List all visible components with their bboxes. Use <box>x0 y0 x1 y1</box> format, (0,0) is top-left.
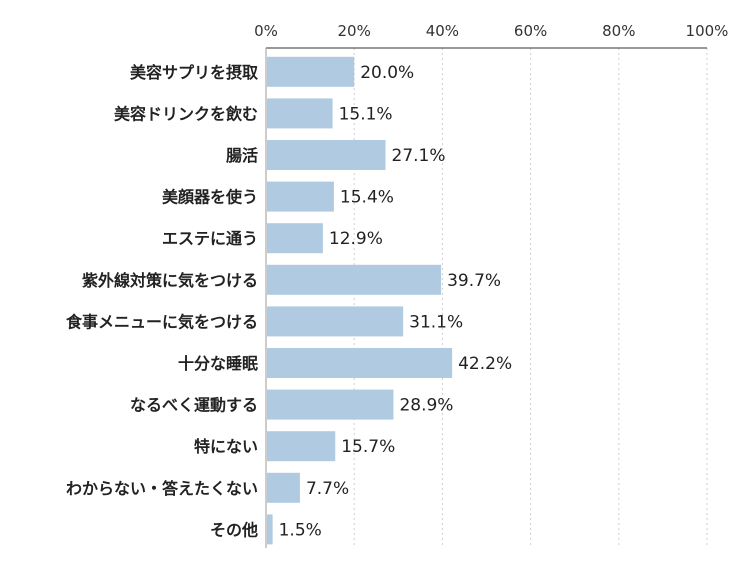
value-label: 31.1% <box>409 312 463 332</box>
bar <box>267 389 394 420</box>
value-label: 15.7% <box>341 437 395 457</box>
value-label: 39.7% <box>447 271 501 291</box>
x-tick-label: 40% <box>426 22 459 40</box>
value-label: 1.5% <box>279 520 322 540</box>
value-label: 12.9% <box>329 229 383 249</box>
value-label: 20.0% <box>360 63 414 83</box>
value-label: 27.1% <box>392 146 446 166</box>
value-label: 42.2% <box>458 354 512 374</box>
value-label: 7.7% <box>306 479 349 499</box>
bar <box>267 223 323 254</box>
category-label: 美顔器を使う <box>162 188 258 207</box>
axes <box>265 47 707 548</box>
category-label: エステに通う <box>162 229 258 248</box>
category-label: なるべく運動する <box>130 396 258 415</box>
x-tick-label: 60% <box>514 22 547 40</box>
x-tick-label: 20% <box>338 22 371 40</box>
x-tick-labels: 0% 20% 40% 60% 80% 100% <box>254 22 728 40</box>
x-tick-label: 80% <box>602 22 635 40</box>
value-label: 15.1% <box>339 104 393 124</box>
category-label: 食事メニューに気をつける <box>65 312 258 331</box>
bar <box>267 140 386 170</box>
bar <box>267 56 355 87</box>
category-label: 特にない <box>194 437 258 456</box>
value-label: 28.9% <box>399 396 453 416</box>
bar <box>267 181 334 212</box>
grid-lines <box>353 48 708 548</box>
bar <box>267 514 273 545</box>
bar <box>267 264 442 295</box>
value-label: 15.4% <box>340 188 394 208</box>
category-label: 美容サプリを摂取 <box>130 63 258 82</box>
bar <box>267 431 336 462</box>
category-label: 十分な睡眠 <box>178 354 258 373</box>
category-labels: 美容サプリを摂取美容ドリンクを飲む腸活美顔器を使うエステに通う紫外線対策に気をつ… <box>65 63 258 540</box>
bar <box>267 472 300 503</box>
category-label: 腸活 <box>226 146 258 165</box>
category-label: わからない・答えたくない <box>66 479 258 498</box>
x-tick-label: 100% <box>686 22 729 40</box>
category-label: 紫外線対策に気をつける <box>82 271 258 290</box>
x-tick-label: 0% <box>254 22 278 40</box>
category-label: 美容ドリンクを飲む <box>114 104 258 123</box>
bar <box>267 98 333 129</box>
value-labels: 20.0% 15.1% 27.1% 15.4% 12.9% 39.7% 31.1% 42.2%… <box>279 63 513 541</box>
bar <box>267 348 453 378</box>
bar <box>267 306 404 337</box>
category-label: その他 <box>210 520 258 539</box>
bars <box>267 56 453 545</box>
